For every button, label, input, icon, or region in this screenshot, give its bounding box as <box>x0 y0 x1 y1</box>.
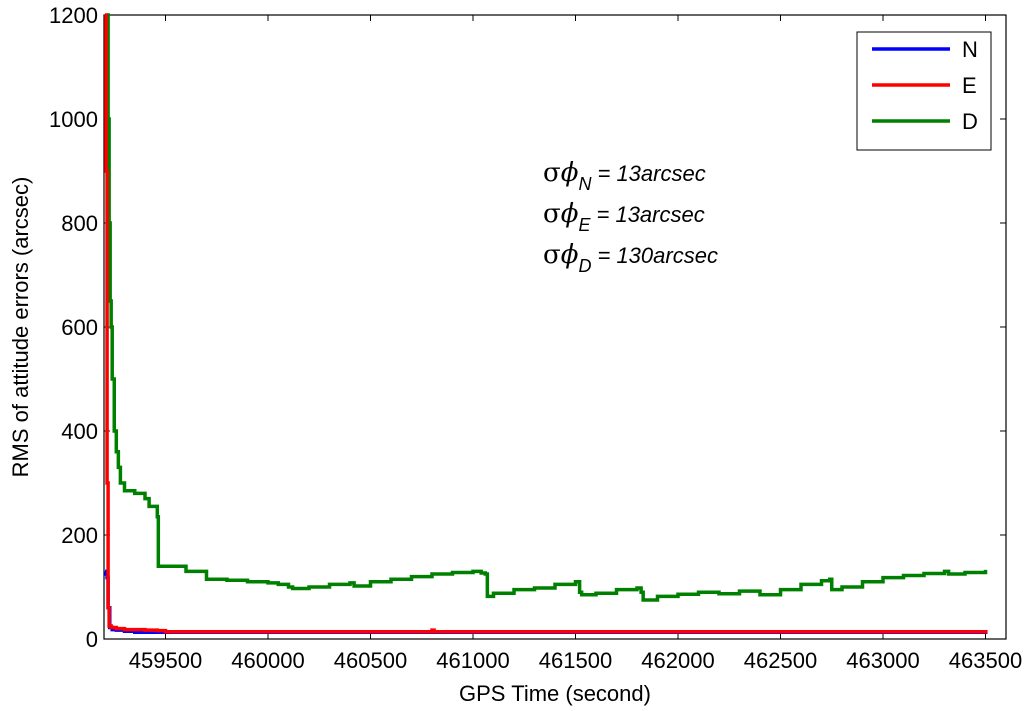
y-tick-label: 800 <box>61 211 98 236</box>
y-axis-label: RMS of attitude errors (arcsec) <box>8 177 33 478</box>
legend: NED <box>856 31 992 151</box>
x-axis-label: GPS Time (second) <box>459 681 651 706</box>
series-line-e <box>104 13 988 634</box>
legend-label-d: D <box>962 109 978 134</box>
x-tick-label: 463500 <box>949 648 1022 673</box>
y-tick-label: 600 <box>61 315 98 340</box>
y-tick-label: 1000 <box>49 107 98 132</box>
series-line-d <box>106 13 988 602</box>
legend-label-e: E <box>962 73 977 98</box>
x-tick-label: 462500 <box>744 648 817 673</box>
y-tick-label: 0 <box>86 627 98 652</box>
sigma-annotation: σϕN = 13arcsec <box>543 158 706 194</box>
tick-labels: 459500 460000 460500 461000 461500 462000 4625… <box>49 3 1022 673</box>
x-tick-label: 459500 <box>129 648 202 673</box>
legend-label-n: N <box>962 37 978 62</box>
plot-area <box>103 14 1007 640</box>
x-tick-label: 461500 <box>539 648 612 673</box>
x-tick-label: 462000 <box>641 648 714 673</box>
sigma-annotation: σϕD = 130arcsec <box>543 240 718 276</box>
x-tick-label: 463000 <box>846 648 919 673</box>
x-tick-label: 460000 <box>231 648 304 673</box>
y-tick-label: 400 <box>61 419 98 444</box>
legend-box <box>856 31 992 151</box>
y-tick-label: 200 <box>61 523 98 548</box>
sigma-annotation: σϕE = 13arcsec <box>543 199 705 235</box>
y-tick-label: 1200 <box>49 3 98 28</box>
series-lines <box>104 13 988 634</box>
annotations: σϕN = 13arcsec σϕE = 13arcsec σϕD = 130arcsec <box>543 158 718 276</box>
x-tick-label: 460500 <box>334 648 407 673</box>
x-tick-label: 461000 <box>436 648 509 673</box>
